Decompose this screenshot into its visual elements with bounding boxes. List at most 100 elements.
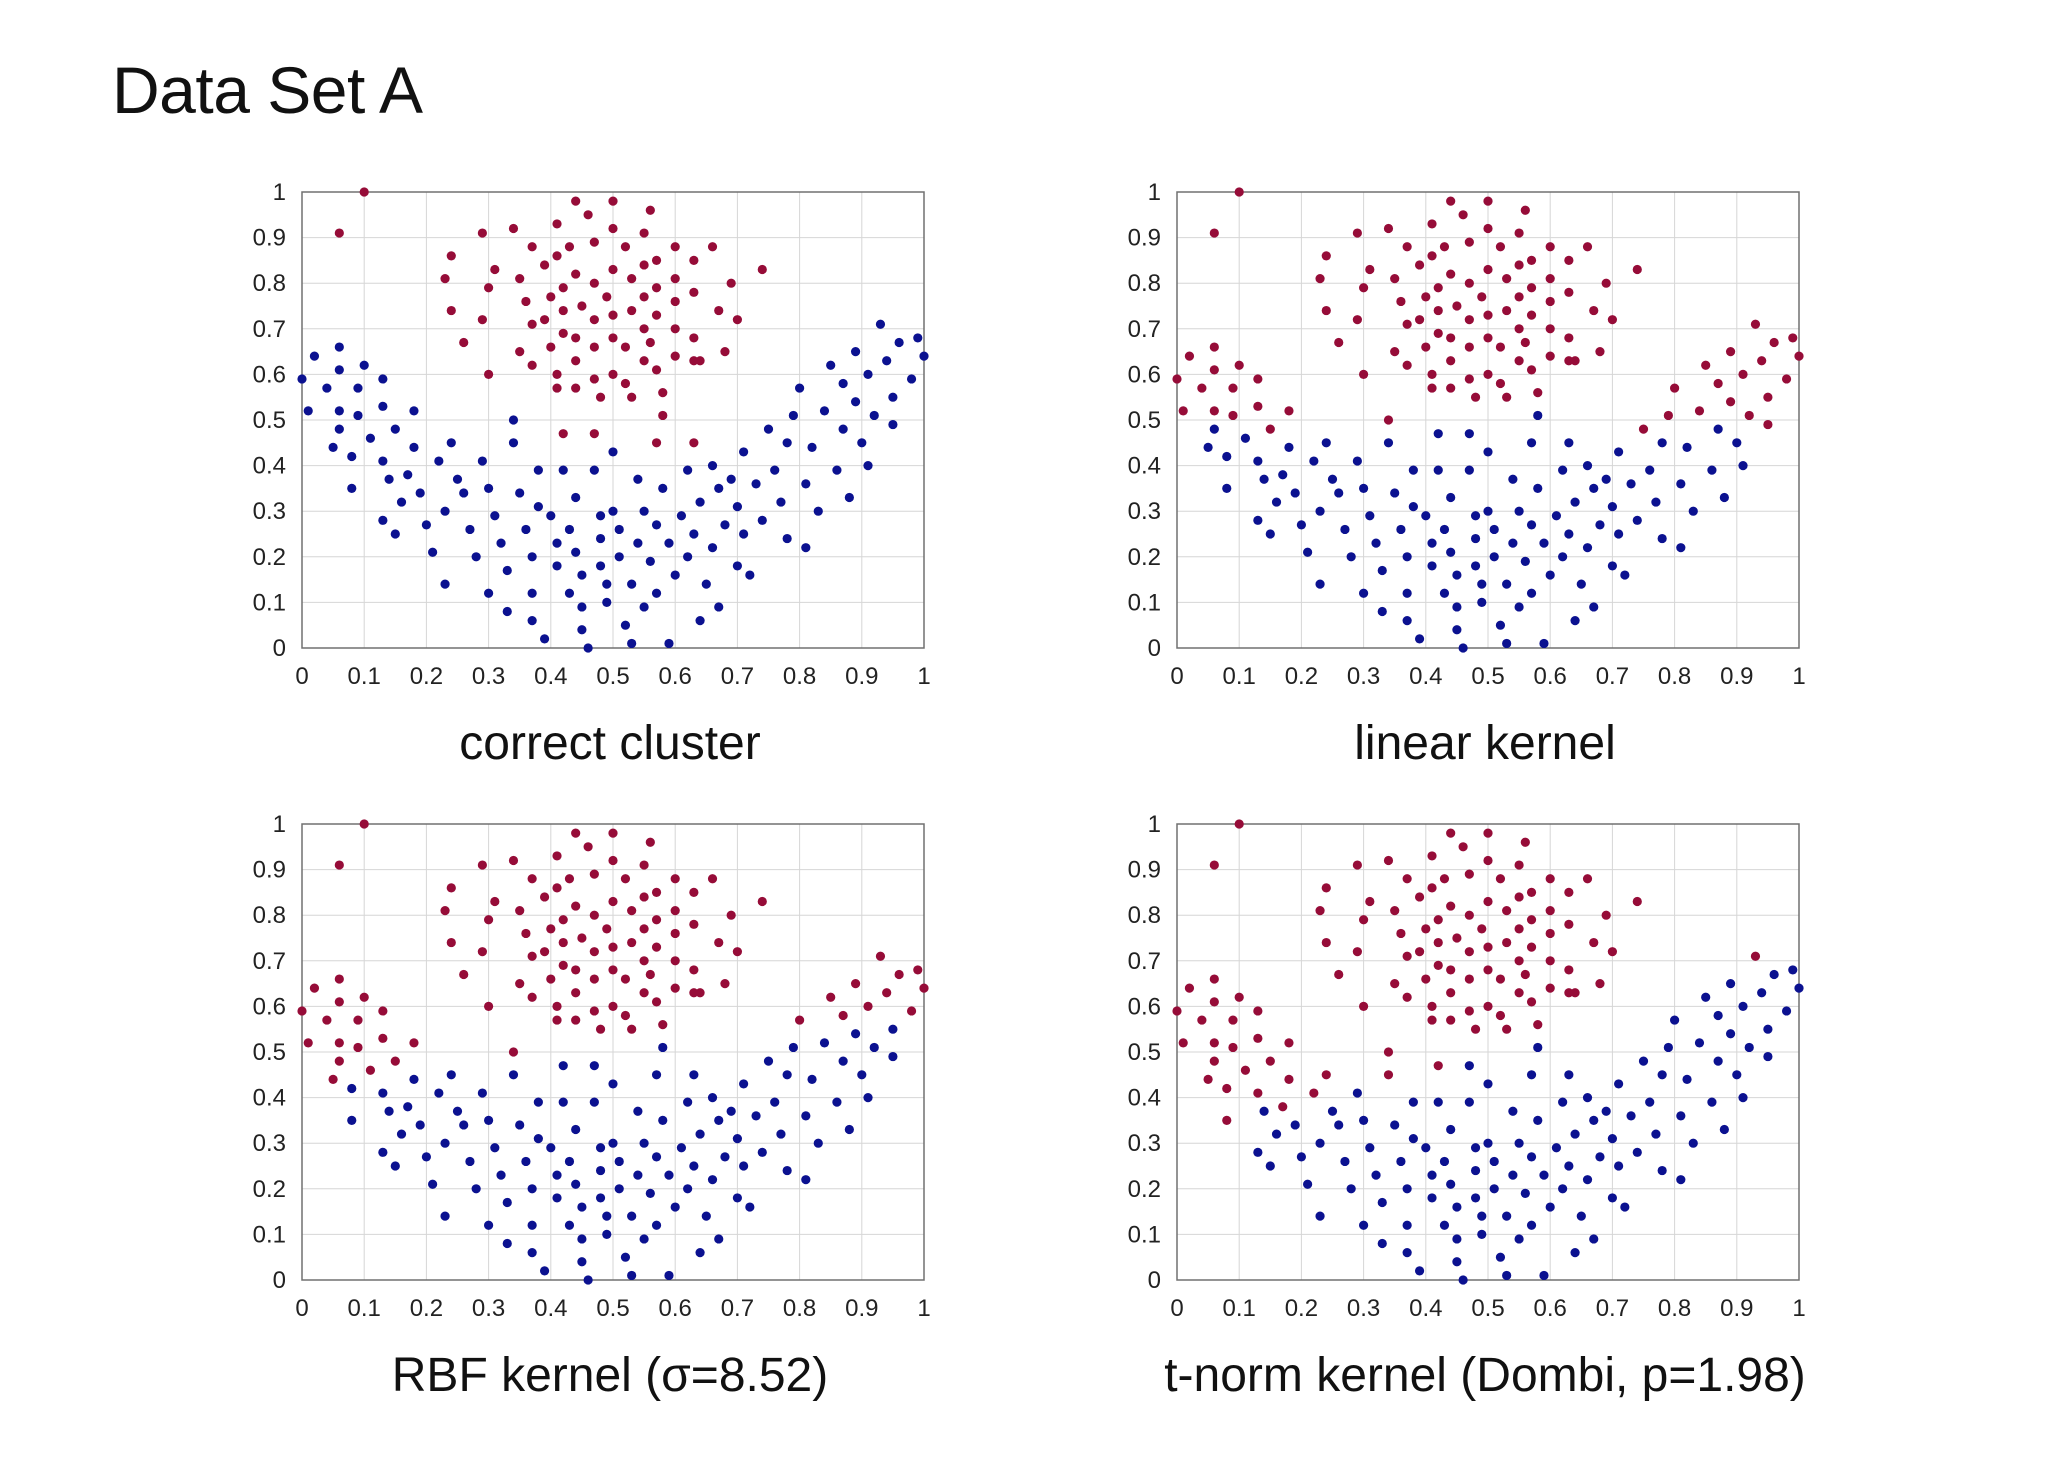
data-point: [446, 305, 456, 316]
data-point: [1240, 1065, 1251, 1075]
data-point: [732, 1134, 743, 1144]
data-point: [1228, 383, 1238, 393]
data-point: [1253, 1147, 1263, 1157]
data-point: [571, 492, 581, 503]
data-point: [1558, 1184, 1568, 1194]
y-tick-label: 1: [273, 811, 286, 838]
data-point: [1470, 533, 1481, 544]
x-tick-label: 0: [295, 1295, 308, 1322]
data-point: [875, 319, 886, 329]
data-point: [1315, 274, 1325, 284]
data-point: [1614, 447, 1624, 457]
data-point: [1259, 474, 1269, 484]
data-point: [1744, 1042, 1754, 1053]
data-point: [707, 461, 718, 471]
data-point: [1757, 356, 1767, 366]
data-point: [1645, 465, 1655, 475]
data-point: [1558, 1097, 1568, 1107]
data-point: [1607, 1134, 1617, 1144]
data-point: [1402, 552, 1412, 562]
data-point: [1539, 1170, 1549, 1180]
data-point: [888, 1024, 898, 1034]
data-point: [1539, 638, 1549, 649]
data-point: [813, 506, 823, 516]
x-tick-label: 0.9: [1720, 663, 1753, 690]
data-point: [608, 447, 618, 457]
data-point: [608, 828, 618, 838]
data-point: [627, 392, 637, 402]
data-point: [440, 506, 450, 516]
data-point: [1713, 1010, 1723, 1021]
data-point: [477, 947, 487, 957]
data-point: [1390, 488, 1400, 498]
data-point: [763, 424, 774, 434]
data-point: [595, 392, 606, 402]
data-point: [477, 456, 487, 466]
data-point: [552, 1015, 562, 1025]
x-tick-label: 0.4: [534, 1295, 567, 1322]
data-point: [378, 456, 388, 466]
data-point: [1352, 315, 1362, 325]
data-point: [1582, 242, 1593, 252]
data-point: [334, 997, 344, 1007]
data-point: [602, 1229, 612, 1239]
data-point: [484, 1115, 494, 1125]
data-point: [639, 228, 649, 238]
data-point: [1483, 264, 1493, 275]
data-point: [1489, 1184, 1499, 1194]
data-point: [1446, 356, 1456, 366]
data-point: [459, 969, 469, 980]
data-point: [1446, 988, 1456, 998]
data-point: [1670, 1015, 1680, 1025]
data-point: [1284, 442, 1294, 452]
y-tick-label: 1: [1148, 179, 1161, 206]
data-point: [533, 1097, 543, 1107]
data-point: [670, 956, 680, 966]
data-point: [1769, 337, 1779, 348]
data-point: [1172, 1006, 1182, 1016]
data-point: [595, 1143, 606, 1153]
data-point: [515, 979, 525, 989]
data-point: [1744, 410, 1754, 421]
data-point: [334, 365, 344, 375]
data-point: [1446, 965, 1456, 975]
data-point: [888, 419, 898, 430]
data-point: [1359, 483, 1369, 493]
data-point: [1402, 874, 1412, 884]
data-point: [1477, 597, 1487, 607]
data-point: [539, 1266, 550, 1276]
data-point: [1359, 283, 1369, 293]
data-point: [1390, 274, 1400, 284]
y-tick-label: 1: [273, 179, 286, 206]
data-point: [1570, 1129, 1580, 1139]
data-point: [378, 401, 388, 411]
slide-title: Data Set A: [112, 53, 423, 127]
data-point: [484, 369, 494, 379]
data-point: [1315, 579, 1325, 589]
data-point: [465, 1156, 475, 1167]
data-point: [639, 602, 649, 612]
data-point: [527, 1220, 537, 1230]
data-point: [1377, 606, 1387, 617]
data-point: [1377, 1238, 1387, 1249]
data-point: [1309, 456, 1319, 466]
data-point: [589, 1061, 599, 1071]
x-tick-label: 0.4: [1409, 1295, 1442, 1322]
panel-linear-kernel: 0 0.1 0.2 0.3 0.4 0.5 0.6 0.7 0.8 0.9 1 0 0.1 0.2 0.3 0…: [1085, 170, 1885, 830]
data-point: [620, 974, 631, 984]
data-point: [1402, 951, 1412, 961]
data-point: [583, 643, 593, 653]
data-point: [1558, 552, 1568, 562]
y-tick-label: 0: [273, 1267, 286, 1294]
data-point: [1738, 369, 1748, 379]
data-point: [1794, 351, 1804, 361]
data-point: [695, 616, 705, 626]
data-point: [1564, 1070, 1574, 1080]
data-point: [1620, 570, 1630, 580]
data-point: [1334, 969, 1344, 980]
data-point: [1526, 310, 1537, 320]
data-point: [490, 511, 500, 521]
data-point: [776, 1129, 786, 1139]
data-point: [359, 992, 369, 1002]
data-point: [776, 497, 786, 507]
